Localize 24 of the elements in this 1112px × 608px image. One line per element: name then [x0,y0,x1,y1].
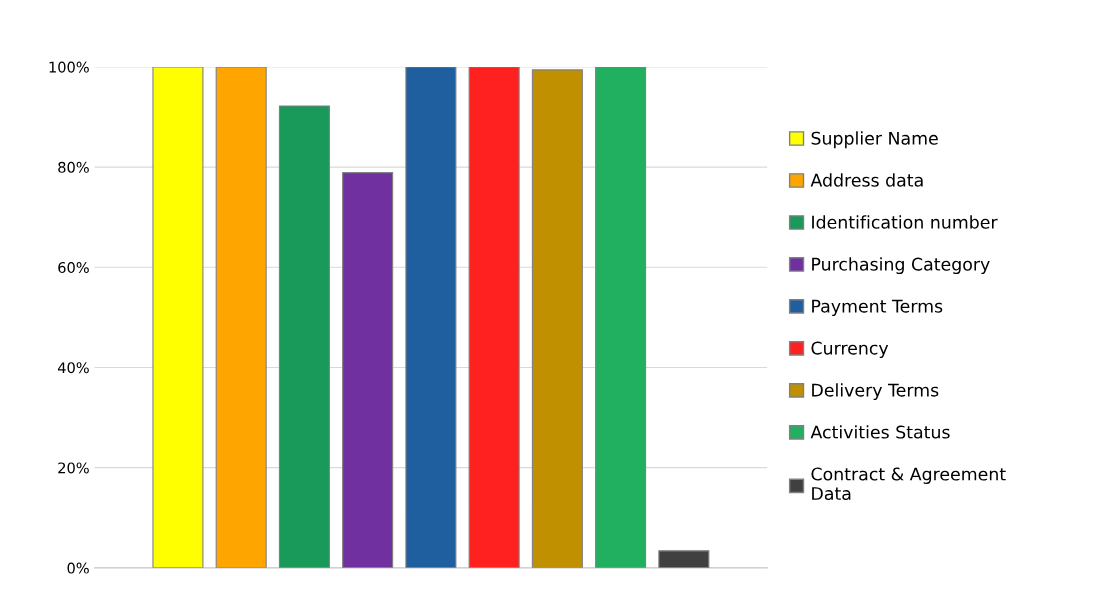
bar [405,66,457,568]
bar [152,66,204,568]
bar [531,69,583,568]
bar [215,66,267,568]
y-tick-label: 0% [67,562,89,574]
legend-label: Currency [811,341,889,359]
y-tick-label: 60% [58,261,89,274]
legend-label: Contract & Agreement Data [811,467,1006,501]
y-tick-label: 80% [58,161,89,173]
bar [342,172,394,568]
y-tick-label: 40% [57,362,89,374]
bar [468,66,520,568]
legend-label: Payment Terms [812,299,943,317]
bar [658,550,710,568]
legend-label: Address data [810,173,923,187]
y-tick-label: 100% [49,61,89,73]
legend-label: Purchasing Category [812,257,990,275]
legend-label: Delivery Terms [812,383,939,401]
legend-label: Activities Status [810,425,950,439]
legend-label: Identification number [812,215,998,229]
bar [278,105,330,568]
legend-label: Supplier Name [811,131,938,149]
bar [595,66,647,568]
y-tick-label: 20% [58,462,89,474]
